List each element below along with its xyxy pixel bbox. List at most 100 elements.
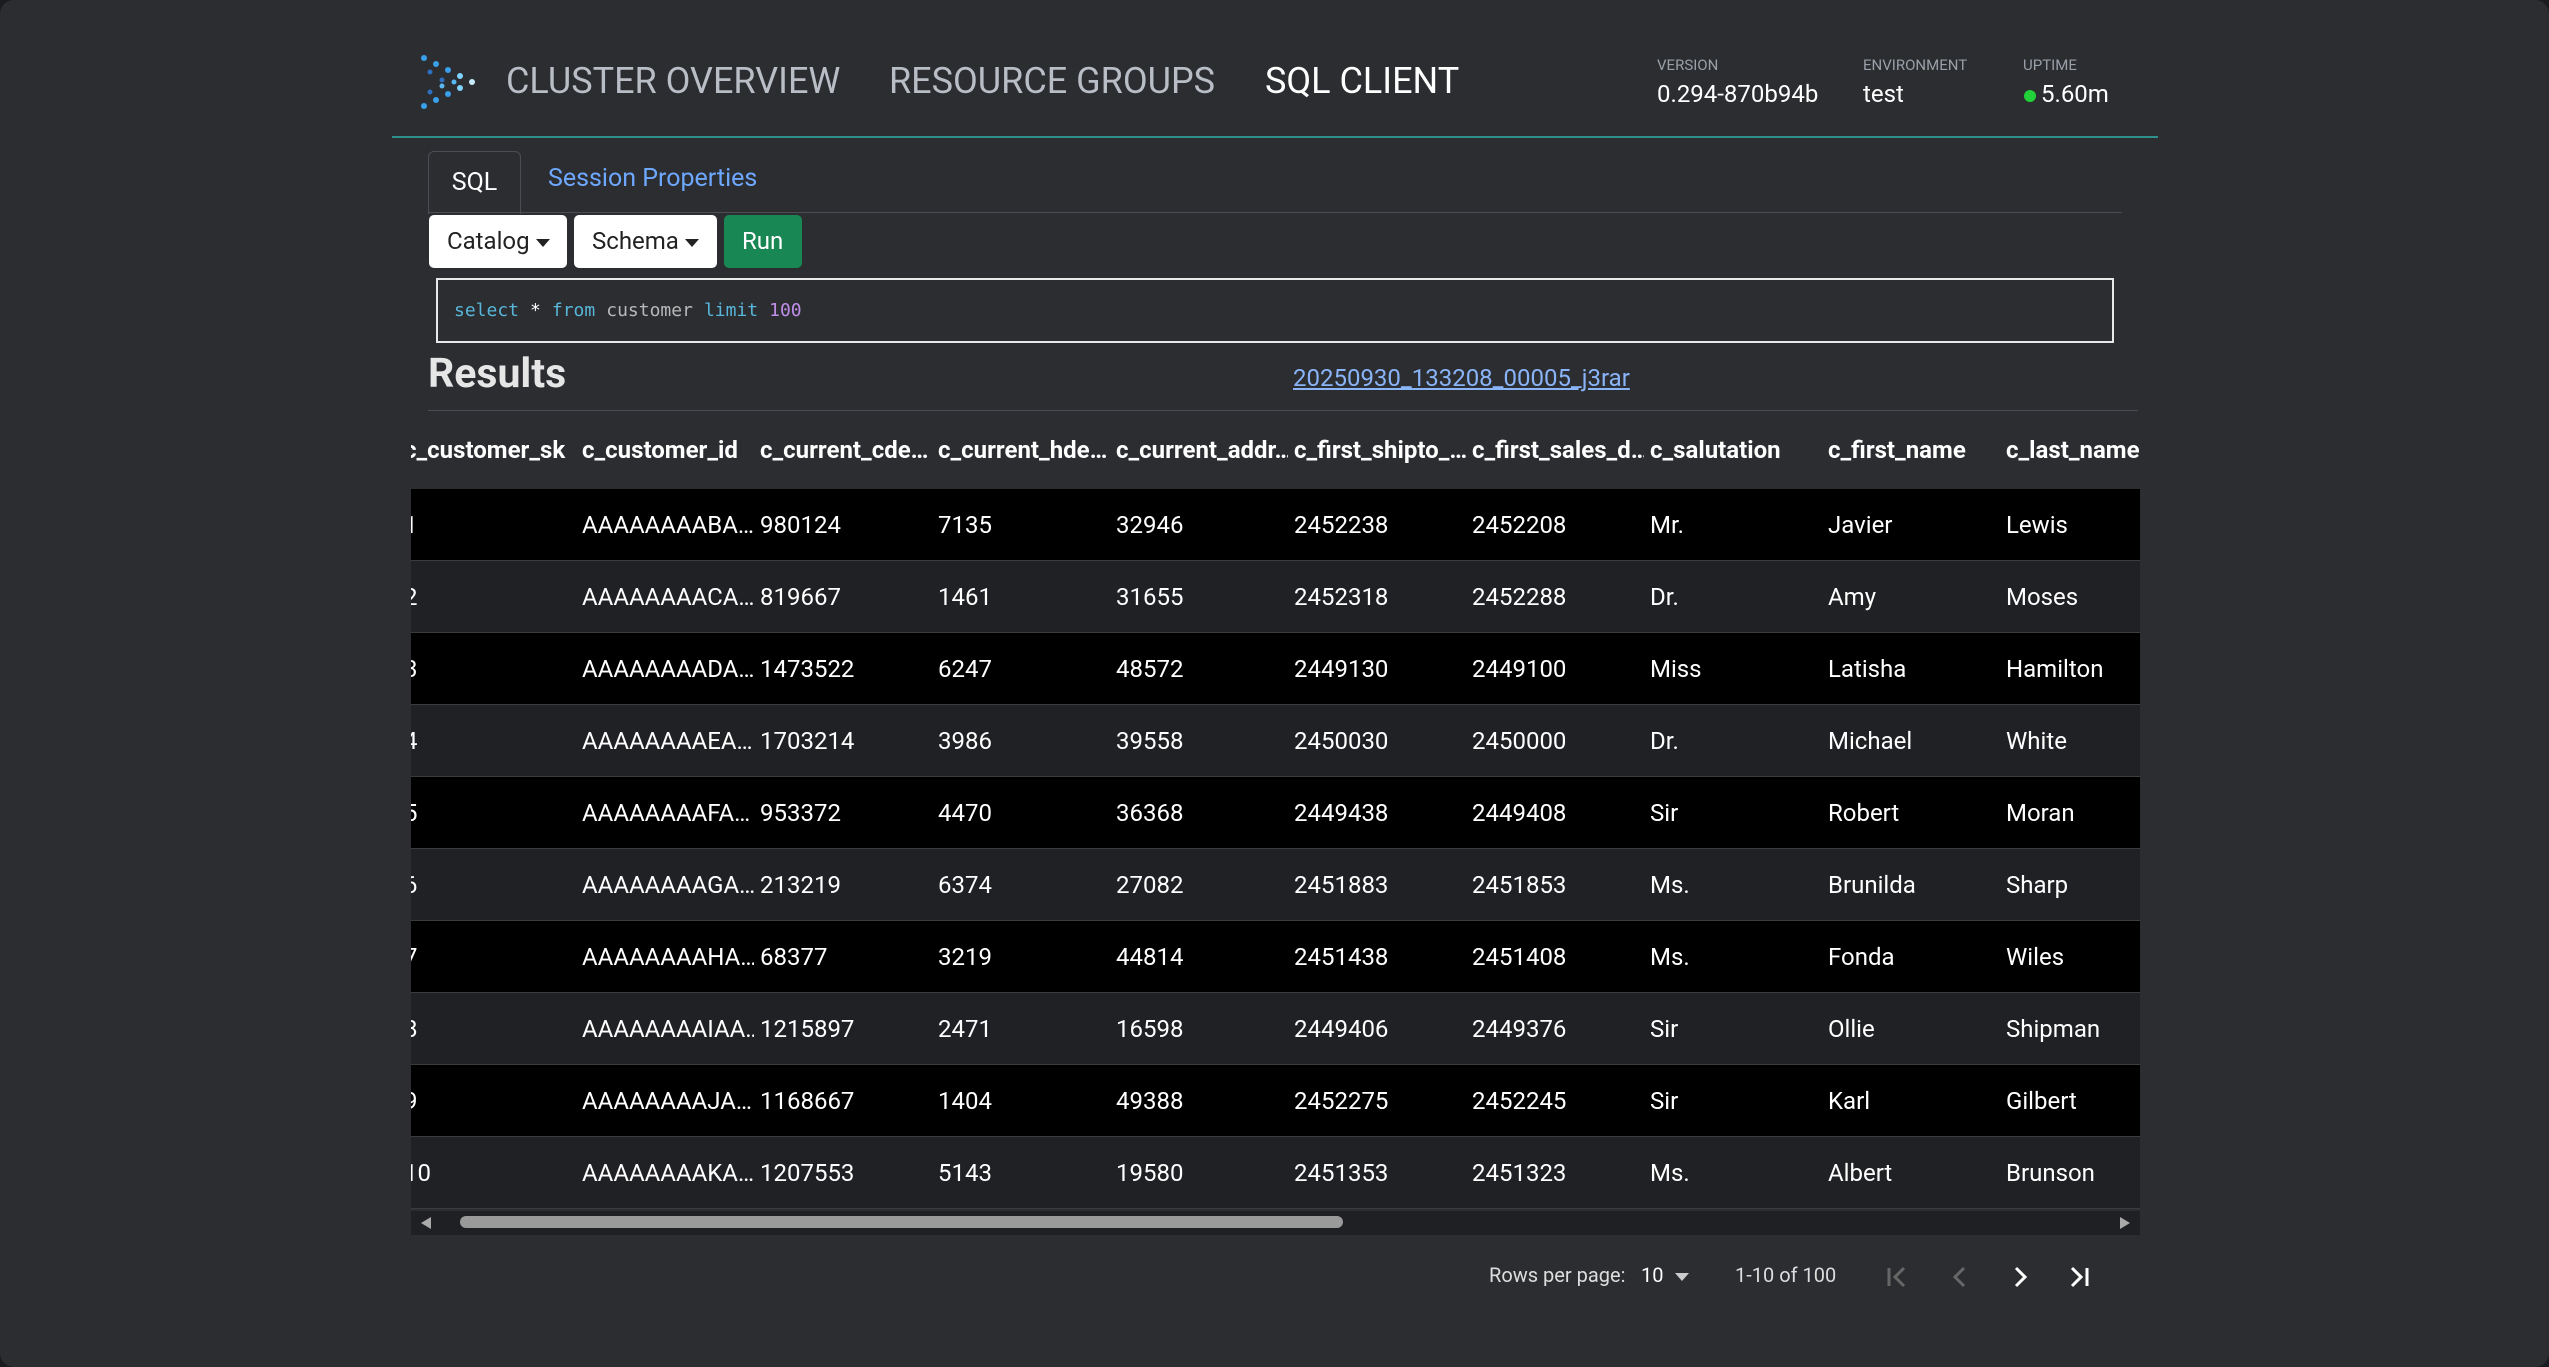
nav-link[interactable]: CLUSTER OVERVIEW (506, 60, 841, 102)
table-row: 1AAAAAAAABA…980124 7135 32946 2452238 245220… (411, 489, 2140, 561)
table-cell: Dr. (1650, 583, 1679, 611)
table-cell: 6 (411, 871, 576, 899)
column-header: c_first_name (1828, 436, 1966, 464)
query-id-link[interactable]: 20250930_133208_00005_j3rar (1293, 364, 1630, 392)
version-value: 0.294-870b94b (1657, 80, 1819, 108)
results-title: Results (428, 350, 567, 398)
table-cell: Ms. (1650, 871, 1690, 899)
table-cell: 9 (411, 1087, 576, 1115)
table-cell: 980124 (760, 511, 841, 539)
divider (428, 410, 2138, 411)
table-cell: 5143 (938, 1159, 992, 1187)
table-cell: 27082 (1116, 871, 1184, 899)
column-header: c_first_sales_d… (1472, 436, 1644, 464)
table-cell: AAAAAAAAHA… (582, 943, 754, 971)
table-cell: 2451323 (1472, 1159, 1567, 1187)
table-row: 6AAAAAAAAGA…213219 6374 27082 2451883 245185… (411, 849, 2140, 921)
table-row: 4AAAAAAAAEA…1703214 3986 39558 2450030 24500… (411, 705, 2140, 777)
uptime-label: UPTIME (2023, 56, 2077, 74)
table-cell: Ollie (1828, 1015, 1875, 1043)
table-cell: Karl (1828, 1087, 1871, 1115)
status-dot (2024, 90, 2036, 102)
table-cell: 2449406 (1294, 1015, 1389, 1043)
scroll-right[interactable] (2118, 1216, 2132, 1230)
tab[interactable]: Session Properties (548, 164, 758, 193)
table-cell: 44814 (1116, 943, 1184, 971)
scroll-thumb[interactable] (460, 1216, 1343, 1228)
table-cell: 213219 (760, 871, 841, 899)
table-cell: Gilbert (2006, 1087, 2077, 1115)
column-header: c_current_hde… (938, 436, 1108, 464)
query-token: 100 (769, 300, 802, 321)
table-cell: Shipman (2006, 1015, 2101, 1043)
rows-per-page-select[interactable]: 10 (1641, 1263, 1690, 1287)
table-cell: Ms. (1650, 1159, 1690, 1187)
table-cell: 2452238 (1294, 511, 1389, 539)
table-cell: 1473522 (760, 655, 855, 683)
query-editor[interactable]: select * from customer limit 100 (436, 278, 2114, 343)
table-cell: 2451883 (1294, 871, 1389, 899)
table-cell: 7 (411, 943, 576, 971)
button-label: Catalog (447, 227, 530, 255)
table-cell: Sir (1650, 1015, 1679, 1043)
logo[interactable] (418, 52, 482, 112)
column-header: c_customer_sk (411, 436, 566, 464)
table-cell: 1168667 (760, 1087, 855, 1115)
table-cell: AAAAAAAAFA… (582, 799, 751, 827)
version-label: VERSION (1657, 56, 1719, 74)
table-cell: 6247 (938, 655, 992, 683)
table-cell: 1703214 (760, 727, 855, 755)
table-cell: 2451438 (1294, 943, 1389, 971)
table-cell: 3219 (938, 943, 992, 971)
table-cell: AAAAAAAAJA… (582, 1087, 752, 1115)
nav-link[interactable]: RESOURCE GROUPS (889, 60, 1216, 102)
table-cell: 2452318 (1294, 583, 1389, 611)
table-cell: 3986 (938, 727, 992, 755)
rows-per-page-value: 10 (1641, 1263, 1664, 1287)
table-cell: 2451408 (1472, 943, 1567, 971)
table-row: 3AAAAAAAADA…1473522 6247 48572 2449130 24491… (411, 633, 2140, 705)
table-cell: Mr. (1650, 511, 1684, 539)
table-cell: 2449130 (1294, 655, 1389, 683)
table-cell: AAAAAAAACA… (582, 583, 754, 611)
table-cell: Amy (1828, 583, 1877, 611)
table-cell: 36368 (1116, 799, 1184, 827)
prev-page[interactable] (1948, 1264, 1972, 1290)
schema-dropdown[interactable]: Schema (574, 215, 717, 268)
table-cell: 1404 (938, 1087, 992, 1115)
table-cell: Sharp (2006, 871, 2069, 899)
catalog-dropdown[interactable]: Catalog (429, 215, 567, 268)
table-cell: AAAAAAAAGA… (582, 871, 754, 899)
table-row: 7AAAAAAAAHA…68377 3219 44814 2451438 2451408… (411, 921, 2140, 993)
nav-link[interactable]: SQL CLIENT (1265, 60, 1460, 102)
table-row: 10 AAAAAAAAKA…1207553 5143 19580 2451353 2451… (411, 1137, 2140, 1209)
table-cell: 32946 (1116, 511, 1184, 539)
column-header: c_current_addr… (1116, 436, 1288, 464)
table-cell: 7135 (938, 511, 992, 539)
table-cell: 49388 (1116, 1087, 1184, 1115)
run-button[interactable]: Run (724, 215, 802, 268)
table-cell: Fonda (1828, 943, 1895, 971)
table-cell: 2449408 (1472, 799, 1567, 827)
table-cell: 819667 (760, 583, 841, 611)
table-cell: Latisha (1828, 655, 1907, 683)
table-cell: 2449376 (1472, 1015, 1567, 1043)
table-cell: Javier (1828, 511, 1893, 539)
column-header: c_customer_id (582, 436, 738, 464)
table-cell: 2450000 (1472, 727, 1567, 755)
table-cell: Hamilton (2006, 655, 2104, 683)
table-cell: 2452288 (1472, 583, 1567, 611)
first-page[interactable] (1884, 1264, 1912, 1290)
scroll-left[interactable] (419, 1216, 433, 1230)
tab[interactable]: SQL (428, 151, 521, 214)
next-page[interactable] (2008, 1264, 2032, 1290)
table-cell: Moran (2006, 799, 2075, 827)
divider (392, 136, 2158, 138)
last-page[interactable] (2064, 1264, 2092, 1290)
table-cell: Sir (1650, 1087, 1679, 1115)
table-cell: AAAAAAAAIAA… (582, 1015, 754, 1043)
table-cell: 48572 (1116, 655, 1184, 683)
environment-label: ENVIRONMENT (1863, 56, 1968, 74)
